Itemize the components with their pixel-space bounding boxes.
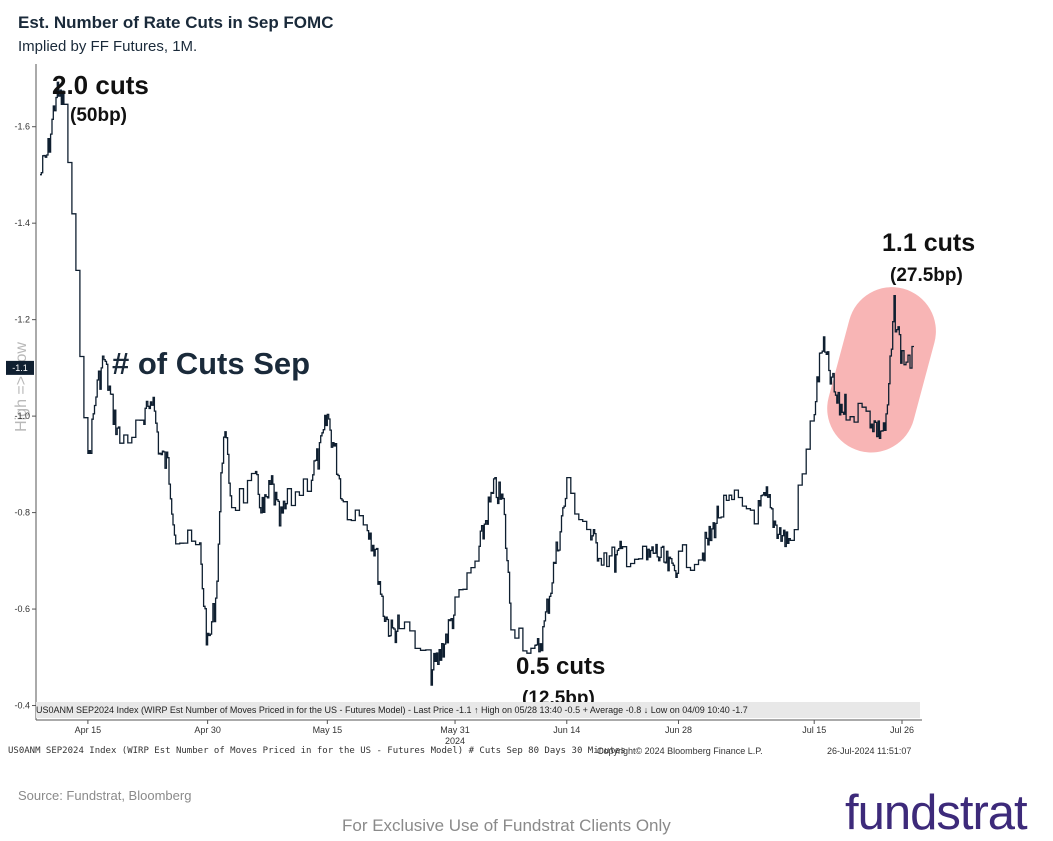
y-tick-label: -1.2	[14, 315, 30, 325]
footer-timestamp: 26-Jul-2024 11:51:07	[827, 746, 912, 756]
y-ticks: -1.6 -1.4 -1.2 -1.0 -0.8 -0.6 -0.4	[14, 122, 36, 711]
annotation-last-cuts: 1.1 cuts	[882, 229, 976, 257]
series-line	[40, 81, 914, 686]
x-tick-label: Apr 30	[194, 725, 221, 735]
y-tick-label: -0.4	[14, 701, 30, 711]
annotation-low-cuts: 0.5 cuts	[516, 653, 606, 680]
chart-legend: US0ANM SEP2024 Index (WIRP Est Number of…	[36, 702, 920, 718]
highlight-ellipse	[827, 287, 936, 453]
current-value-tag-group: -1.1	[6, 360, 34, 375]
current-value-tag	[6, 360, 34, 375]
x-tick-label: Jul 15	[802, 725, 826, 735]
annotation-series-title: # of Cuts Sep	[112, 346, 311, 381]
footer-copyright: Copyright© 2024 Bloomberg Finance L.P.	[597, 746, 763, 756]
x-tick-label: May 31	[440, 725, 470, 735]
x-tick-label: May 15	[313, 725, 343, 735]
annotation-last-bp: (27.5bp)	[890, 265, 963, 286]
x-ticks: Apr 15 Apr 30 May 15 May 31 Jun 14 Jun 28 Jul …	[75, 720, 914, 746]
highlight-shape	[827, 287, 936, 453]
x-tick-label: Jun 28	[665, 725, 692, 735]
x-tick-label: Jun 14	[553, 725, 580, 735]
y-tick-label: -0.6	[14, 604, 30, 614]
footer-index-description: US0ANM SEP2024 Index (WIRP Est Number of…	[8, 746, 626, 756]
chart-title: Est. Number of Rate Cuts in Sep FOMC	[18, 13, 334, 32]
annotation-peak-cuts: 2.0 cuts	[52, 70, 149, 100]
y-tick-label: -1.0	[14, 411, 30, 421]
fundstrat-logo: fundstrat	[845, 786, 1028, 840]
legend-text: US0ANM SEP2024 Index (WIRP Est Number of…	[36, 705, 748, 715]
chart-subtitle: Implied by FF Futures, 1M.	[18, 38, 198, 55]
y-tick-label: -0.8	[14, 508, 30, 518]
x-tick-label: Jul 26	[890, 725, 914, 735]
annotation-peak-bp: (50bp)	[70, 105, 127, 126]
source-note: Source: Fundstrat, Bloomberg	[18, 788, 192, 803]
disclaimer: For Exclusive Use of Fundstrat Clients O…	[342, 816, 671, 835]
x-tick-label: Apr 15	[75, 725, 102, 735]
x-year-label: 2024	[445, 736, 465, 746]
y-tick-label: -1.4	[14, 218, 30, 228]
y-tick-label: -1.6	[14, 122, 30, 132]
current-value-tag-text: -1.1	[12, 363, 28, 373]
series-line-group	[40, 81, 914, 686]
